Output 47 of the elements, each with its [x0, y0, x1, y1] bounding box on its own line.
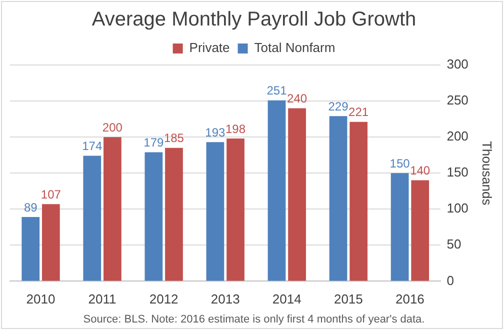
y-axis-title: Thousands: [480, 140, 495, 206]
data-label: 198: [225, 122, 246, 136]
data-label: 251: [266, 84, 288, 98]
x-tick-label: 2014: [272, 292, 302, 307]
bar: [288, 108, 306, 281]
y-tick-label: 300: [446, 56, 468, 72]
bar: [144, 152, 163, 281]
bar: [206, 142, 224, 281]
bar: [350, 122, 368, 281]
data-label: 107: [40, 187, 62, 202]
y-tick-label: 250: [446, 92, 468, 108]
x-tick-label: 2016: [395, 292, 424, 307]
x-tick-label: 2015: [334, 292, 363, 307]
data-label: 221: [348, 105, 369, 120]
source-note: Source: BLS. Note: 2016 estimate is only first 4 months of year's data.: [83, 313, 425, 326]
bar: [83, 156, 102, 281]
x-tick-label: 2010: [26, 292, 56, 307]
legend-label: Private: [189, 40, 230, 56]
y-tick-label: 0: [446, 272, 454, 288]
x-tick-label: 2011: [88, 292, 116, 307]
bar: [329, 116, 348, 281]
bar: [104, 137, 122, 281]
data-label: 179: [144, 136, 164, 150]
x-tick-label: 2013: [210, 292, 240, 307]
data-label: 200: [102, 120, 123, 134]
bar: [411, 180, 430, 281]
data-label: 140: [410, 164, 430, 178]
data-label: 229: [328, 99, 349, 114]
chart-title: Average Monthly Payroll Job Growth: [92, 8, 416, 31]
y-tick-label: 50: [446, 236, 462, 252]
data-label: 174: [82, 139, 102, 154]
data-label: 240: [287, 92, 308, 106]
x-tick-label: 2012: [149, 292, 178, 307]
y-tick-label: 100: [446, 200, 468, 216]
bar: [165, 148, 183, 281]
bar: [42, 204, 60, 281]
bar: [268, 100, 286, 281]
data-label: 193: [205, 125, 226, 140]
legend-label: Total Nonfarm: [254, 40, 336, 56]
data-label: 185: [164, 131, 184, 146]
data-label: 89: [24, 200, 38, 214]
bar: [226, 138, 244, 281]
data-label: 150: [390, 156, 410, 170]
bar: [390, 173, 409, 281]
y-tick-label: 200: [446, 128, 468, 144]
bar: [22, 217, 40, 281]
y-tick-label: 150: [446, 164, 468, 180]
